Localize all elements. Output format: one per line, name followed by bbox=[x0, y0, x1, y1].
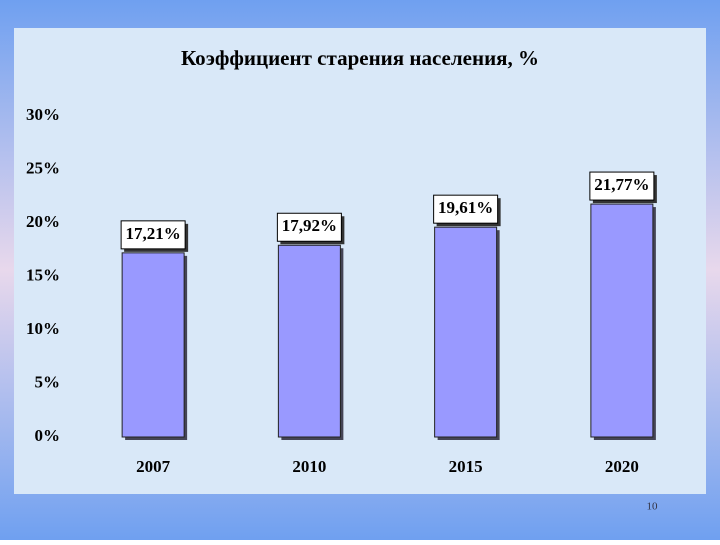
value-label: 21,77% bbox=[594, 175, 649, 194]
y-tick-label: 30% bbox=[26, 105, 60, 124]
value-label-box bbox=[276, 212, 342, 242]
value-label: 17,21% bbox=[126, 224, 181, 243]
x-tick-label: 2010 bbox=[292, 457, 326, 476]
y-tick-label: 0% bbox=[35, 426, 61, 445]
x-tick-label: 2020 bbox=[605, 457, 639, 476]
value-label: 19,61% bbox=[438, 198, 493, 217]
chart-title: Коэффициент старения населения, % bbox=[181, 46, 539, 70]
y-tick-label: 25% bbox=[26, 158, 60, 177]
value-label-box bbox=[433, 194, 499, 224]
bar bbox=[121, 252, 185, 438]
y-tick-label: 20% bbox=[26, 212, 60, 231]
bar bbox=[277, 244, 341, 438]
value-label-box bbox=[589, 171, 655, 201]
bar bbox=[434, 226, 498, 438]
slide-number: 10 bbox=[647, 501, 659, 513]
bar bbox=[590, 203, 654, 438]
y-tick-label: 5% bbox=[35, 372, 61, 391]
value-label: 17,92% bbox=[282, 216, 337, 235]
value-label-box bbox=[120, 220, 186, 250]
y-tick-label: 15% bbox=[26, 265, 60, 284]
x-tick-label: 2007 bbox=[136, 457, 171, 476]
y-tick-label: 10% bbox=[26, 319, 60, 338]
x-tick-label: 2015 bbox=[449, 457, 483, 476]
